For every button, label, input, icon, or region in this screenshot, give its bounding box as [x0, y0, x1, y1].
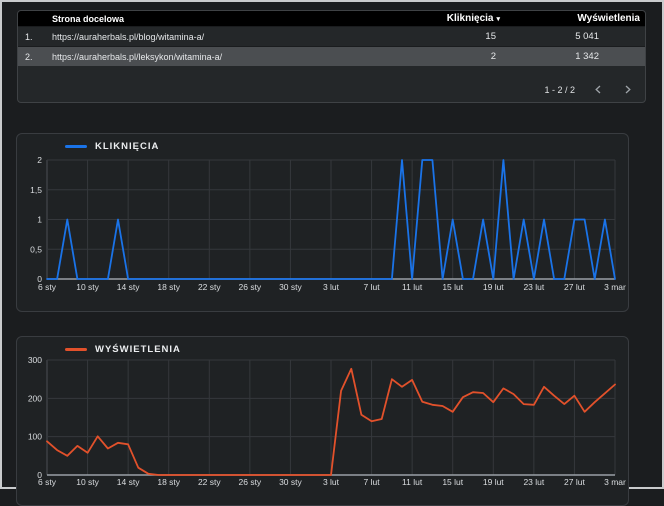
clicks-legend-label: KLIKNIĘCIA [95, 140, 160, 152]
svg-text:11 lut: 11 lut [402, 282, 423, 292]
svg-text:6 sty: 6 sty [38, 477, 57, 487]
svg-text:10 sty: 10 sty [76, 282, 99, 292]
svg-text:14 sty: 14 sty [117, 477, 140, 487]
impressions-legend: WYŚWIETLENIA [65, 343, 181, 355]
svg-text:2: 2 [37, 155, 42, 165]
svg-text:30 sty: 30 sty [279, 477, 302, 487]
column-header-clicks[interactable]: Kliknięcia ▾ [405, 13, 510, 24]
svg-text:27 lut: 27 lut [564, 477, 585, 487]
prev-page-button[interactable] [593, 84, 604, 95]
pagination-range-label: 1 - 2 / 2 [544, 84, 575, 95]
impressions-chart-panel: WYŚWIETLENIA 6 sty 10 sty 14 sty 18 sty 22 s… [16, 336, 629, 506]
impressions-legend-dash-icon [65, 347, 87, 351]
table-header: Strona docelowa Kliknięcia ▾ Wyświetlenia [18, 11, 645, 26]
svg-text:11 lut: 11 lut [402, 477, 423, 487]
row-index: 2. [25, 51, 33, 62]
svg-text:27 lut: 27 lut [564, 282, 585, 292]
svg-text:3 mar: 3 mar [604, 282, 626, 292]
svg-text:7 lut: 7 lut [364, 477, 381, 487]
svg-text:1,5: 1,5 [30, 185, 42, 195]
svg-text:10 sty: 10 sty [76, 477, 99, 487]
clicks-line-chart: 6 sty 10 sty 14 sty 18 sty 22 sty 26 sty 30 st… [30, 155, 626, 292]
row-url: https://auraherbals.pl/blog/witamina-a/ [52, 31, 205, 42]
svg-text:0: 0 [37, 470, 42, 480]
svg-text:100: 100 [28, 432, 42, 442]
row-impressions-value: 5 041 [575, 31, 599, 42]
svg-text:200: 200 [28, 393, 42, 403]
row-clicks-value: 2 [490, 51, 496, 62]
impressions-line-chart: 6 sty 10 sty 14 sty 18 sty 22 sty 26 sty 30 st… [28, 355, 626, 487]
svg-text:19 lut: 19 lut [483, 477, 504, 487]
svg-text:1: 1 [37, 215, 42, 225]
svg-text:300: 300 [28, 355, 42, 365]
svg-text:18 sty: 18 sty [157, 477, 180, 487]
chevron-left-icon [595, 85, 601, 94]
svg-text:22 sty: 22 sty [198, 477, 221, 487]
sort-desc-icon: ▾ [496, 16, 500, 23]
svg-text:14 sty: 14 sty [117, 282, 140, 292]
table-row[interactable]: 2. https://auraherbals.pl/leksykon/witam… [18, 46, 645, 66]
svg-text:3 mar: 3 mar [604, 477, 626, 487]
svg-text:26 sty: 26 sty [239, 477, 262, 487]
svg-text:23 lut: 23 lut [523, 477, 544, 487]
clicks-legend: KLIKNIĘCIA [65, 140, 159, 152]
clicks-legend-dash-icon [65, 144, 87, 148]
svg-text:0,5: 0,5 [30, 244, 42, 254]
svg-text:6 sty: 6 sty [38, 282, 57, 292]
svg-text:15 lut: 15 lut [442, 477, 463, 487]
chevron-right-icon [625, 85, 631, 94]
row-clicks-value: 15 [485, 31, 496, 42]
row-url: https://auraherbals.pl/leksykon/witamina… [52, 51, 223, 62]
column-header-clicks-label: Kliknięcia [446, 13, 494, 24]
row-impressions-value: 1 342 [575, 51, 599, 62]
svg-text:18 sty: 18 sty [157, 282, 180, 292]
svg-text:30 sty: 30 sty [279, 282, 302, 292]
svg-text:7 lut: 7 lut [364, 282, 381, 292]
pagination: 1 - 2 / 2 [544, 84, 633, 95]
svg-text:26 sty: 26 sty [239, 282, 262, 292]
svg-text:15 lut: 15 lut [442, 282, 463, 292]
svg-text:3 lut: 3 lut [323, 477, 340, 487]
pages-table-panel: Strona docelowa Kliknięcia ▾ Wyświetlenia… [17, 10, 646, 103]
impressions-legend-label: WYŚWIETLENIA [95, 343, 181, 355]
clicks-chart-panel: KLIKNIĘCIA 6 sty 10 sty 14 sty 18 sty 22 sty… [16, 133, 629, 312]
next-page-button[interactable] [622, 84, 633, 95]
svg-text:0: 0 [37, 274, 42, 284]
column-header-impressions[interactable]: Wyświetlenia [577, 13, 640, 24]
table-row[interactable]: 1. https://auraherbals.pl/blog/witamina-… [18, 26, 645, 46]
row-index: 1. [25, 31, 33, 42]
svg-text:19 lut: 19 lut [483, 282, 504, 292]
svg-text:3 lut: 3 lut [323, 282, 340, 292]
column-header-page[interactable]: Strona docelowa [52, 13, 125, 24]
svg-text:22 sty: 22 sty [198, 282, 221, 292]
svg-text:23 lut: 23 lut [523, 282, 544, 292]
